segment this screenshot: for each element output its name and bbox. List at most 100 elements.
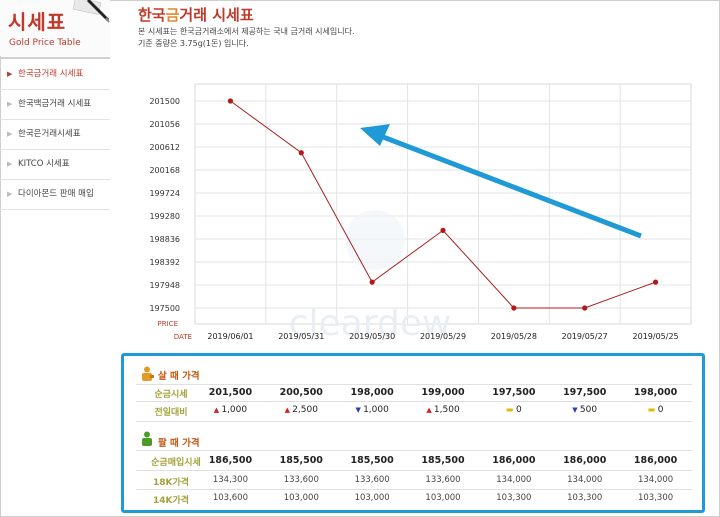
table-cell: 186,000 <box>633 455 678 466</box>
watermark-text: cleardew <box>289 303 452 344</box>
sidebar-item-label: KITCO 시세표 <box>18 159 70 169</box>
data-point <box>227 98 234 104</box>
sell-18k-label: 18K가격 <box>152 478 190 488</box>
annotation-arrow-icon <box>360 124 642 239</box>
sidebar-item-diamond[interactable]: ▶ 다이아몬드 판매 매입 <box>0 180 110 210</box>
bullet-triangle-icon: ▶ <box>7 160 13 168</box>
table-cell: 103,300 <box>637 493 674 503</box>
x-tick-label: 2019/05/31 <box>278 332 324 341</box>
change-cell: ▬ 0 <box>482 405 546 415</box>
sidebar-item-label: 한국백금거래 시세표 <box>18 99 92 109</box>
sidebar-item-label: 한국금거래 시세표 <box>18 69 84 79</box>
buy-change-label: 전일대비 <box>154 408 188 418</box>
table-cell: 197,500 <box>563 387 607 398</box>
sidebar-title: 시세표 <box>8 10 67 34</box>
table-cell: 133,600 <box>354 475 390 485</box>
table-cell: 103,600 <box>212 493 248 503</box>
data-point <box>652 279 659 285</box>
change-cell: ▬ 0 <box>624 405 688 415</box>
x-tick-label: 2019/05/30 <box>349 332 395 341</box>
change-cell: ▼ 500 <box>553 405 617 415</box>
buy-pure-gold-label: 순금시세 <box>154 390 188 400</box>
table-cell: 134,000 <box>496 475 532 485</box>
page-title-part1: 한국 <box>138 6 166 24</box>
y-tick-label: 200612 <box>149 143 180 152</box>
sell-divider <box>136 450 692 451</box>
x-tick-label: 2019/05/28 <box>491 332 537 341</box>
up-arrow-icon: ▲ <box>426 406 434 414</box>
price-chart: cleardew 201500 201056 200612 200168 199724 1… <box>149 83 692 344</box>
y-axis-label: PRICE <box>158 320 178 328</box>
table-cell: 185,500 <box>279 455 323 466</box>
down-arrow-icon: ▼ <box>355 406 364 414</box>
data-point <box>369 279 375 285</box>
page-description: 본 시세표는 한국금거래소에서 제공하는 국내 금거래 시세입니다. 기준 중량… <box>138 26 355 50</box>
y-tick-label: 199280 <box>149 212 180 221</box>
bullet-triangle-icon: ▶ <box>7 100 13 108</box>
sidebar-item-kitco[interactable]: ▶ KITCO 시세표 <box>0 150 110 180</box>
bullet-triangle-icon: ▶ <box>7 190 13 198</box>
pen-icon <box>72 0 110 23</box>
table-cell: 133,600 <box>283 475 319 485</box>
table-cell: 185,500 <box>350 455 394 466</box>
plot-area <box>194 83 692 325</box>
sell-14k-label: 14K가격 <box>152 496 190 506</box>
table-cell: 200,500 <box>279 387 323 398</box>
table-cell: 134,300 <box>212 475 248 485</box>
sidebar-item-silver[interactable]: ▶ 한국은거래시세표 <box>0 120 110 150</box>
sidebar-item-label: 한국은거래시세표 <box>18 129 81 139</box>
person-green-icon <box>142 431 152 446</box>
table-cell: 103,000 <box>425 493 461 503</box>
change-cell: ▼ 1,000 <box>340 405 404 415</box>
y-tick-label: 198836 <box>149 235 180 244</box>
table-cell: 186,000 <box>563 455 607 466</box>
chart-gridlines <box>195 84 691 324</box>
watermark-logo-icon <box>345 210 405 270</box>
table-cell: 134,000 <box>567 475 603 485</box>
sidebar-menu: ▶ 한국금거래 시세표 ▶ 한국백금거래 시세표 ▶ 한국은거래시세표 ▶ KI… <box>0 60 110 210</box>
change-value: 1,500 <box>433 405 460 415</box>
data-point <box>440 227 446 233</box>
table-cell: 103,300 <box>496 493 532 503</box>
no-change-icon: ▬ <box>647 405 658 414</box>
row-divider <box>136 489 692 490</box>
page-title-part2: 금 <box>165 6 180 24</box>
x-axis-ticks: 2019/06/01 2019/05/31 2019/05/30 2019/05/29… <box>207 332 678 341</box>
bullet-triangle-icon: ▶ <box>7 130 13 138</box>
up-arrow-icon: ▲ <box>284 406 293 414</box>
sell-section-heading: 팔 때 가격 <box>158 438 200 449</box>
y-axis-ticks: 201500 201056 200612 200168 199724 199280 1988… <box>149 97 180 313</box>
row-divider <box>136 401 692 402</box>
table-cell: 185,500 <box>421 455 465 466</box>
table-cell: 198,000 <box>350 387 394 398</box>
row-divider <box>136 421 692 422</box>
table-cell: 186,500 <box>208 455 253 466</box>
x-tick-label: 2019/06/01 <box>207 332 253 341</box>
down-arrow-icon: ▼ <box>572 406 580 414</box>
description-line-2: 기준 중량은 3.75g(1돈) 입니다. <box>138 39 249 48</box>
y-tick-label: 201500 <box>149 97 180 106</box>
change-value: 1,000 <box>363 405 389 415</box>
table-cell: 201,500 <box>208 387 253 398</box>
sidebar-item-gold[interactable]: ▶ 한국금거래 시세표 <box>0 60 110 90</box>
change-value: 2,500 <box>292 405 318 415</box>
series-points <box>227 98 659 311</box>
sidebar-item-label: 다이아몬드 판매 매입 <box>18 189 94 199</box>
y-tick-label: 197500 <box>149 304 180 313</box>
change-cell: ▲ 2,500 <box>269 405 333 415</box>
change-cell: ▲ 1,000 <box>198 405 262 415</box>
y-tick-label: 201056 <box>149 120 180 129</box>
sidebar-item-platinum[interactable]: ▶ 한국백금거래 시세표 <box>0 90 110 120</box>
row-divider <box>136 470 692 471</box>
buy-section-heading: 살 때 가격 <box>158 371 200 382</box>
change-value: 1,000 <box>221 405 248 415</box>
x-tick-label: 2019/05/29 <box>420 332 466 341</box>
data-point <box>298 150 304 156</box>
table-cell: 103,000 <box>283 493 319 503</box>
up-arrow-icon: ▲ <box>213 406 222 414</box>
table-cell: 133,600 <box>425 475 461 485</box>
x-tick-label: 2019/05/27 <box>562 332 608 341</box>
buy-divider <box>136 384 692 385</box>
sidebar-header: 시세표 Gold Price Table <box>0 0 110 56</box>
change-cell: ▲ 1,500 <box>411 405 475 415</box>
